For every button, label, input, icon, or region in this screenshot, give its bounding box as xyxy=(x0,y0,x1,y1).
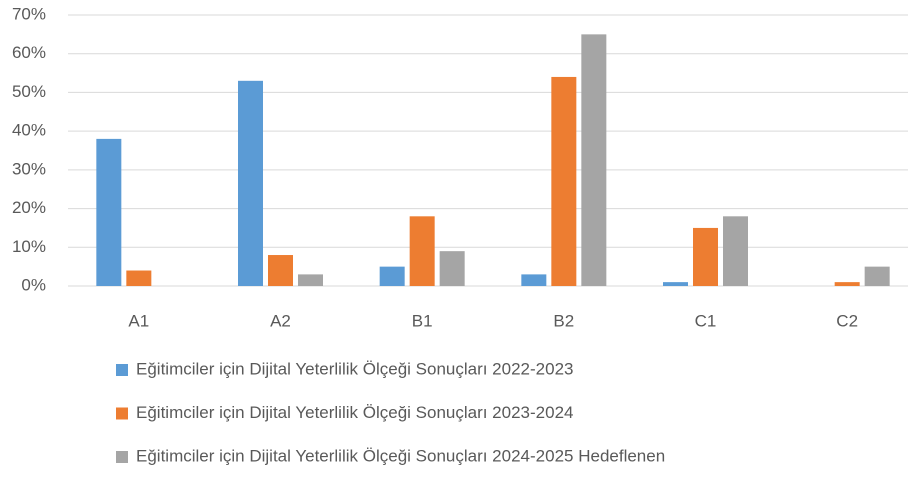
y-tick-label: 70% xyxy=(12,4,46,23)
bar xyxy=(379,266,405,286)
bar xyxy=(268,255,293,286)
legend-label: Eğitimciler için Dijital Yeterlilik Ölçe… xyxy=(136,403,573,422)
bar xyxy=(439,251,465,286)
bar xyxy=(663,282,688,286)
x-tick-label: C2 xyxy=(836,311,858,330)
legend-swatch xyxy=(116,364,128,376)
y-tick-label: 50% xyxy=(12,82,46,101)
y-tick-label: 20% xyxy=(12,198,46,217)
x-tick-label: B1 xyxy=(412,311,433,330)
bar xyxy=(864,266,890,286)
x-tick-label: A2 xyxy=(270,311,291,330)
x-tick-label: B2 xyxy=(553,311,574,330)
bar xyxy=(723,216,748,286)
bar xyxy=(298,274,323,286)
bar xyxy=(693,227,718,286)
bar xyxy=(521,274,547,286)
bar xyxy=(581,34,607,286)
y-tick-label: 10% xyxy=(12,237,46,256)
legend-swatch xyxy=(116,407,128,420)
y-tick-label: 0% xyxy=(21,275,46,294)
x-tick-label: A1 xyxy=(128,311,149,330)
legend-label: Eğitimciler için Dijital Yeterlilik Ölçe… xyxy=(136,359,573,378)
y-tick-label: 40% xyxy=(12,121,46,140)
y-tick-label: 60% xyxy=(12,43,46,62)
bar xyxy=(96,138,122,286)
bar xyxy=(409,216,435,286)
bar xyxy=(238,80,263,286)
x-tick-label: C1 xyxy=(695,311,717,330)
bar xyxy=(126,270,152,286)
bar xyxy=(551,76,577,286)
y-tick-label: 30% xyxy=(12,159,46,178)
legend-label: Eğitimciler için Dijital Yeterlilik Ölçe… xyxy=(136,446,665,465)
bar xyxy=(834,282,860,286)
legend-swatch xyxy=(116,451,128,463)
